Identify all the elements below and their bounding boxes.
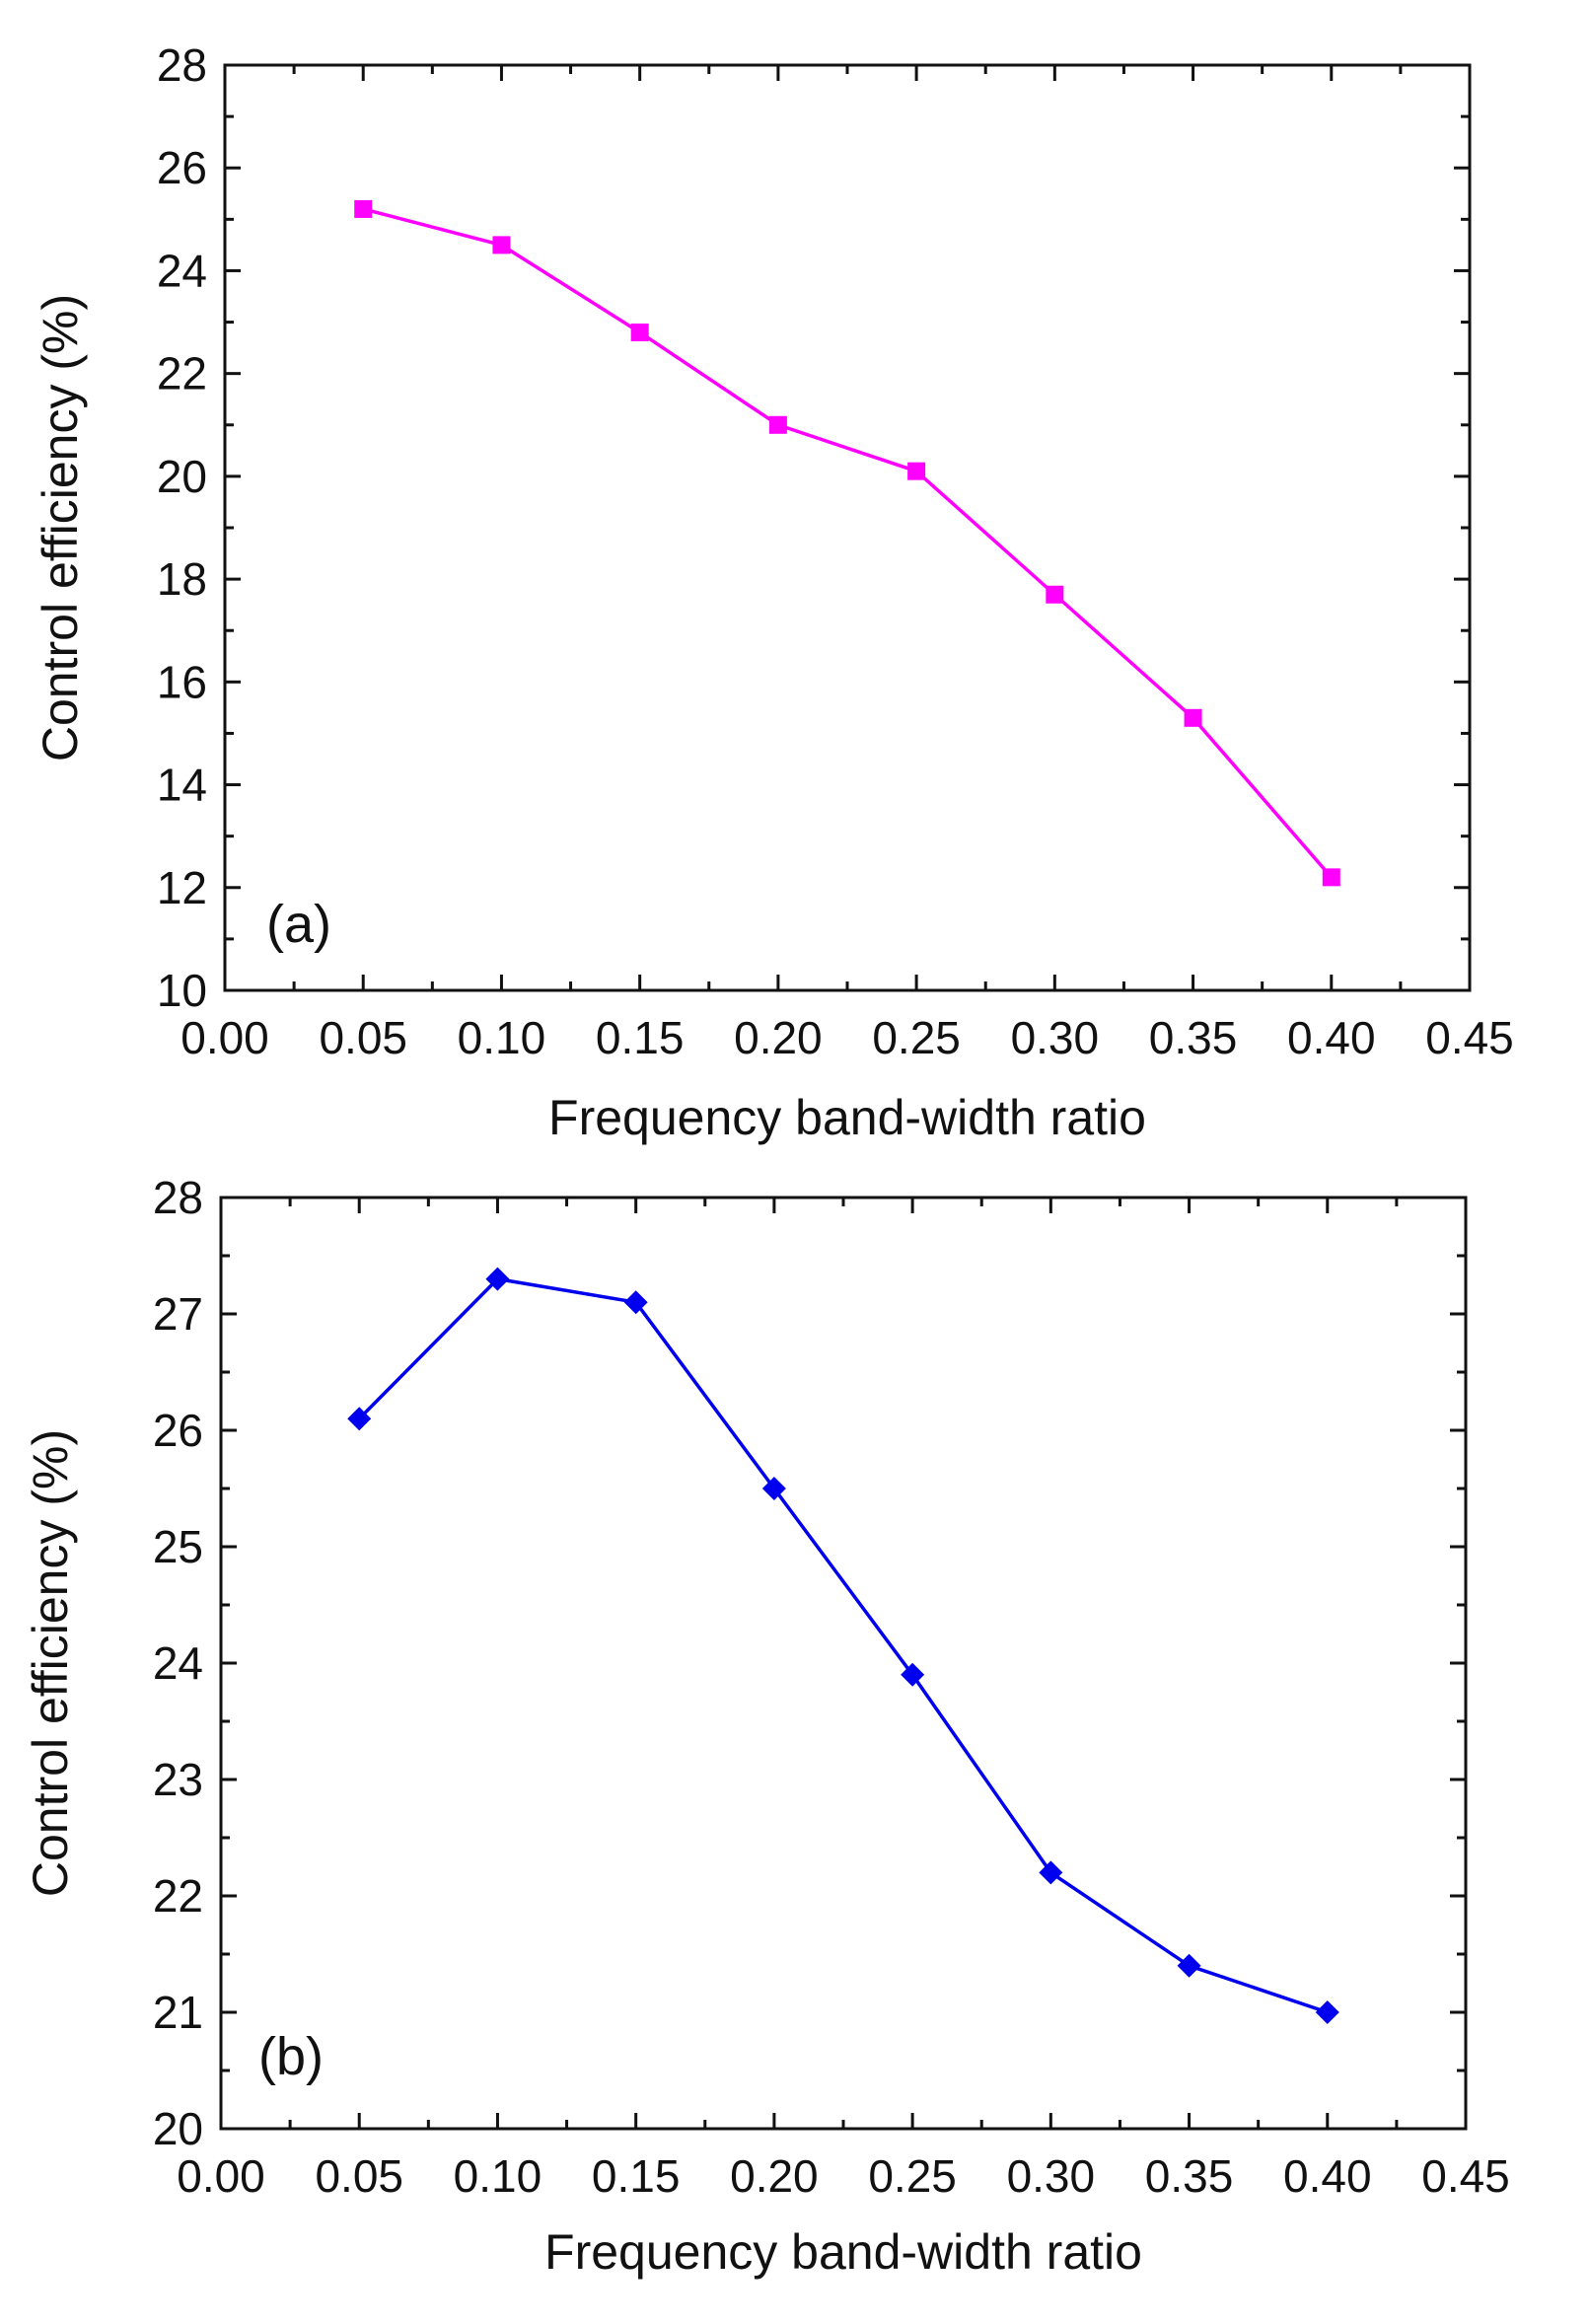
chart-b-data-point (347, 1407, 372, 1431)
chart-b-y-tick-label: 20 (153, 2103, 203, 2154)
chart-b-series-line (357, 1276, 1329, 2014)
chart-b-x-tick-label: 0.30 (1007, 2150, 1096, 2202)
chart-a-y-tick-label: 18 (157, 553, 207, 605)
chart-b-data-point (1177, 1953, 1201, 1978)
chart-a-x-tick-label: 0.00 (181, 1012, 269, 1063)
chart-b-panel-label: (b) (258, 2027, 324, 2086)
chart-a-y-tick-label: 28 (157, 39, 207, 91)
chart-a-data-point (768, 415, 787, 434)
chart-b-y-tick-label: 25 (153, 1521, 203, 1572)
chart-a-y-tick-label: 14 (157, 760, 207, 811)
chart-a-data-point (630, 323, 649, 341)
chart-b: 0.00 0.05 0.10 0.15 0.20 0.25 0.30 0.35 0.40 0.45… (23, 1172, 1510, 2280)
chart-a-x-tick-label: 0.35 (1149, 1012, 1238, 1063)
chart-b-y-tick-label: 22 (153, 1870, 203, 1922)
chart-b-data-point (1039, 1860, 1063, 1885)
chart-a-x-tick-label: 0.05 (319, 1012, 407, 1063)
chart-a-y-tick-label: 16 (157, 656, 207, 707)
chart-a-y-tick-label: 12 (157, 862, 207, 913)
chart-a-x-tick-label: 0.10 (458, 1012, 546, 1063)
chart-b-data-point (485, 1267, 510, 1291)
chart-a-x-axis-title: Frequency band-width ratio (548, 1090, 1146, 1145)
chart-a-x-tick-label: 0.30 (1011, 1012, 1100, 1063)
chart-a-y-tick-label: 22 (157, 348, 207, 399)
chart-b-x-axis-title: Frequency band-width ratio (544, 2224, 1142, 2280)
chart-b-data-point (761, 1477, 786, 1500)
chart-a-data-point (1322, 868, 1340, 887)
chart-b-y-tick-label: 21 (153, 1987, 203, 2038)
chart-b-data-point (1315, 2000, 1339, 2024)
chart-a-panel-label: (a) (266, 895, 331, 954)
chart-a-x-tick-label: 0.15 (596, 1012, 685, 1063)
chart-a-data-point (492, 236, 511, 254)
chart-b-x-tick-label: 0.45 (1421, 2150, 1510, 2202)
chart-b-y-tick-label: 23 (153, 1754, 203, 1805)
chart-a-y-tick-label: 26 (157, 142, 207, 193)
chart-b-x-tick-label: 0.35 (1145, 2150, 1234, 2202)
chart-a-x-tick-label: 0.45 (1425, 1012, 1514, 1063)
chart-a-y-axis-title: Control efficiency (%) (33, 294, 88, 762)
chart-b-x-tick-label: 0.25 (868, 2150, 957, 2202)
chart-b-x-tick-label: 0.00 (177, 2150, 265, 2202)
chart-b-y-tick-label: 26 (153, 1405, 203, 1456)
chart-b-y-tick-label: 24 (153, 1637, 203, 1689)
chart-b-data-point (623, 1290, 648, 1315)
chart-b-data-point (901, 1662, 925, 1687)
chart-b-y-tick-label: 27 (153, 1288, 203, 1340)
chart-a-data-point (354, 199, 373, 218)
chart-a-data-point (1184, 708, 1202, 727)
chart-b-x-tick-label: 0.15 (592, 2150, 681, 2202)
chart-a: 0.00 0.05 0.10 0.15 0.20 0.25 0.30 0.35 0.40 0.45… (33, 39, 1514, 1145)
chart-a-series-line (362, 207, 1334, 879)
chart-b-y-tick-label: 28 (153, 1172, 203, 1223)
chart-a-data-point (907, 462, 926, 480)
chart-b-x-tick-label: 0.40 (1283, 2150, 1372, 2202)
chart-b-x-tick-label: 0.10 (454, 2150, 542, 2202)
chart-a-data-point (1046, 585, 1064, 604)
chart-a-x-tick-label: 0.20 (734, 1012, 823, 1063)
chart-b-x-tick-label: 0.05 (315, 2150, 403, 2202)
chart-a-x-tick-label: 0.25 (872, 1012, 961, 1063)
chart-a-y-tick-label: 10 (157, 965, 207, 1016)
chart-b-y-axis-title: Control efficiency (%) (23, 1429, 78, 1897)
chart-a-y-tick-label: 20 (157, 451, 207, 502)
chart-a-x-tick-label: 0.40 (1287, 1012, 1376, 1063)
chart-b-x-tick-label: 0.20 (730, 2150, 819, 2202)
chart-a-y-tick-label: 24 (157, 245, 207, 296)
